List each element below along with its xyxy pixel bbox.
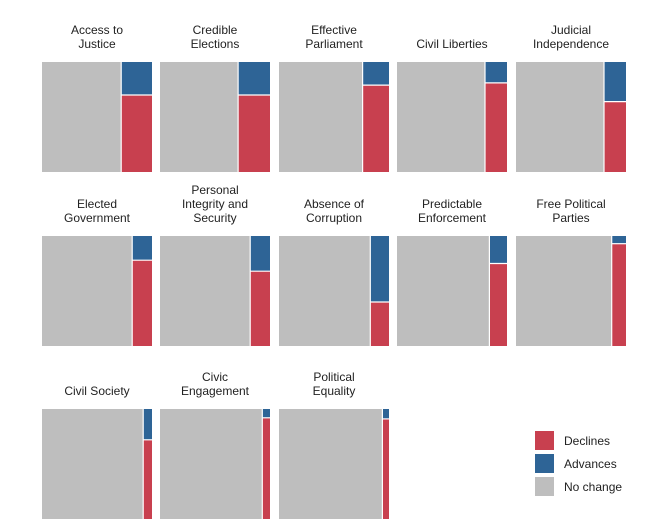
no-change-bar (42, 236, 133, 346)
no-change-bar (42, 62, 122, 172)
panel-title-line: Justice (78, 37, 116, 51)
declines-bar (121, 95, 152, 172)
panel-title-line: Personal (191, 183, 238, 197)
panel-title-line: Equality (313, 384, 356, 398)
no-change-bar (160, 236, 251, 346)
no-change-bar (516, 62, 604, 172)
advances-bar (362, 62, 389, 86)
panel-title-line: Effective (311, 23, 357, 37)
legend-swatch (535, 477, 554, 496)
panel: Civil Liberties (397, 37, 507, 172)
legend-label: Advances (564, 457, 617, 471)
panel-title-line: Credible (193, 23, 238, 37)
declines-bar (262, 417, 270, 519)
no-change-bar (279, 236, 371, 346)
advances-bar (604, 62, 626, 102)
legend-label: No change (564, 480, 622, 494)
advances-bar (238, 62, 270, 95)
advances-bar (370, 236, 389, 302)
advances-bar (250, 236, 270, 272)
legend-label: Declines (564, 434, 610, 448)
declines-bar (370, 302, 389, 346)
declines-bar (489, 263, 507, 346)
declines-bar (132, 260, 152, 346)
no-change-bar (279, 409, 383, 519)
declines-bar (362, 85, 389, 172)
panel-title-line: Elections (191, 37, 240, 51)
no-change-bar (397, 62, 485, 172)
no-change-bar (160, 62, 239, 172)
declines-bar (485, 82, 507, 172)
panel-title-line: Corruption (306, 211, 362, 225)
advances-bar (611, 236, 626, 244)
panel-title-line: Judicial (551, 23, 591, 37)
panel-title-line: Absence of (304, 197, 365, 211)
panel-title-line: Access to (71, 23, 123, 37)
no-change-bar (397, 236, 490, 346)
panel-title-line: Integrity and (182, 197, 248, 211)
no-change-bar (279, 62, 363, 172)
panel-title-line: Predictable (422, 197, 482, 211)
panel-title-line: Government (64, 211, 131, 225)
declines-bar (382, 418, 389, 519)
advances-bar (132, 236, 152, 261)
advances-bar (143, 409, 152, 440)
panel-title-line: Civic (202, 370, 228, 384)
advances-bar (262, 409, 270, 418)
panel-title-line: Engagement (181, 384, 250, 398)
panel-title-line: Political (313, 370, 354, 384)
declines-bar (611, 243, 626, 346)
panel-title-line: Independence (533, 37, 609, 51)
panel: Civil Society (42, 384, 152, 519)
panel-title-line: Civil Liberties (416, 37, 487, 51)
panel-title-line: Parliament (305, 37, 363, 51)
legend-swatch (535, 454, 554, 473)
panel-title-line: Civil Society (64, 384, 129, 398)
no-change-bar (516, 236, 612, 346)
legend: Declines Advances No change (535, 431, 622, 496)
declines-bar (238, 95, 270, 172)
advances-bar (121, 62, 152, 95)
declines-bar (143, 439, 152, 519)
panel-title-line: Enforcement (418, 211, 487, 225)
declines-bar (604, 101, 626, 172)
panel-title-line: Parties (552, 211, 589, 225)
panel-title-line: Security (193, 211, 236, 225)
legend-swatch (535, 431, 554, 450)
advances-bar (382, 409, 389, 419)
advances-bar (485, 62, 507, 83)
panel-title-line: Elected (77, 197, 117, 211)
no-change-bar (42, 409, 144, 519)
advances-bar (489, 236, 507, 264)
declines-bar (250, 271, 270, 346)
no-change-bar (160, 409, 263, 519)
panel-title-line: Free Political (536, 197, 605, 211)
